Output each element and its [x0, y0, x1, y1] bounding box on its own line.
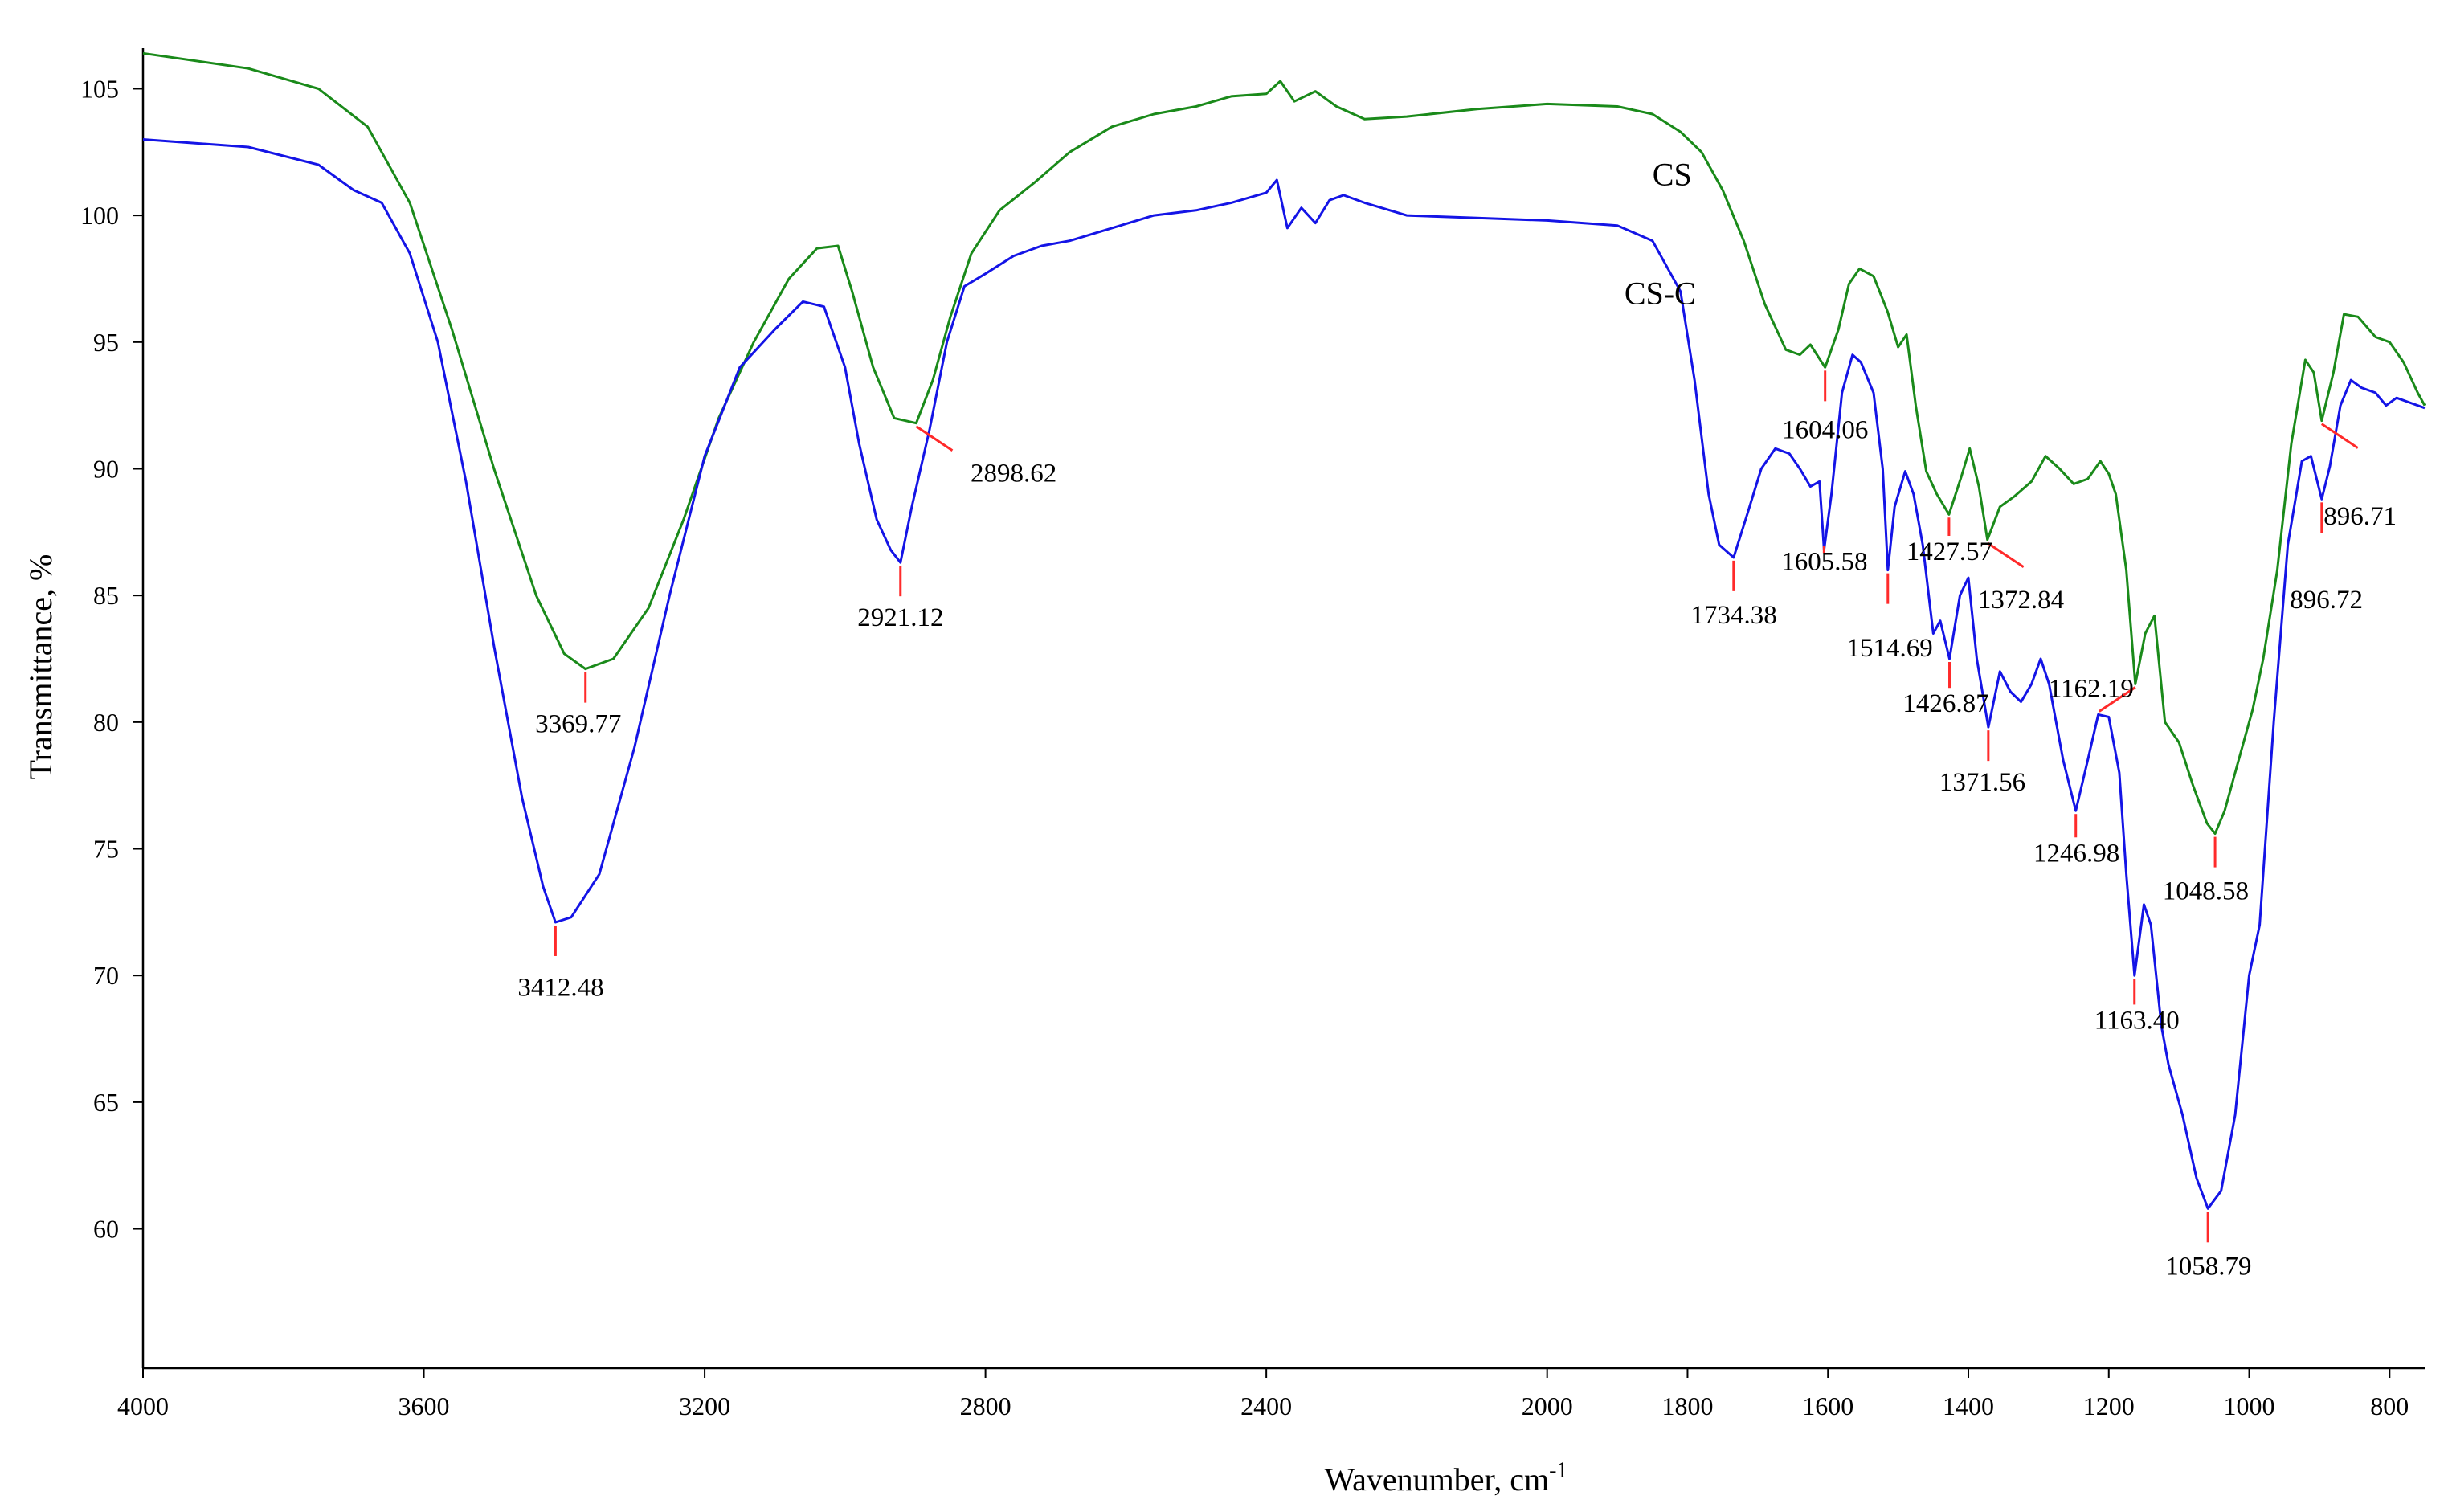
- x-axis-title: Wavenumber, cm-1: [1325, 1458, 1568, 1498]
- x-tick-label-800: 800: [2370, 1391, 2409, 1420]
- x-tick-label-1800: 1800: [1661, 1391, 1713, 1420]
- y-tick-label-65: 65: [93, 1088, 119, 1117]
- peak-label-cs-896-71: 896.71: [2323, 502, 2397, 531]
- series-label-cs-c: CS-C: [1625, 276, 1696, 312]
- peak-label-cs-c-896-72: 896.72: [2290, 586, 2363, 615]
- peak-label-cs-1372-84: 1372.84: [1978, 586, 2064, 615]
- series-label-cs: CS: [1653, 156, 1692, 192]
- x-tick-label-1200: 1200: [2083, 1391, 2135, 1420]
- peak-label-cs-1604-06: 1604.06: [1782, 416, 1868, 445]
- y-tick-label-90: 90: [93, 454, 119, 483]
- y-tick-label-95: 95: [93, 328, 119, 357]
- x-tick-label-1000: 1000: [2224, 1391, 2275, 1420]
- y-tick-label-85: 85: [93, 581, 119, 610]
- x-ticks: 4000 3600 3200 2800 2400 2000 1800 1600 1400 1200…: [117, 1368, 2409, 1420]
- peak-label-cs-c-2921-12: 2921.12: [857, 603, 943, 632]
- peak-label-cs-3369-77: 3369.77: [535, 709, 621, 738]
- series-line-cs-c: [142, 138, 2426, 1210]
- x-tick-label-3600: 3600: [398, 1391, 450, 1420]
- y-tick-label-105: 105: [80, 74, 119, 103]
- peak-label-cs-c-1734-38: 1734.38: [1691, 601, 1777, 630]
- series-lines: [142, 51, 2426, 1210]
- x-tick-label-2800: 2800: [960, 1391, 1011, 1420]
- peak-label-cs-c-1163-40: 1163.40: [2094, 1006, 2180, 1035]
- x-tick-label-1600: 1600: [1802, 1391, 1853, 1420]
- x-axis-title-superscript: -1: [1549, 1458, 1567, 1483]
- y-tick-label-75: 75: [93, 835, 119, 864]
- peak-labels: 3369.77 2898.62 1604.06 1427.57 1372.84 1162.…: [517, 416, 2397, 1281]
- peak-marker-cs-2898-62: [915, 425, 954, 452]
- peak-marker-cs-1372-84: [1986, 541, 2025, 569]
- axes: [141, 48, 2425, 1370]
- peak-label-cs-2898-62: 2898.62: [971, 459, 1056, 488]
- x-tick-label-3200: 3200: [679, 1391, 730, 1420]
- peak-label-cs-c-1514-69: 1514.69: [1847, 634, 1933, 663]
- peak-label-cs-1162-19: 1162.19: [2049, 674, 2134, 703]
- y-tick-label-100: 100: [80, 201, 119, 230]
- series-labels: CS CS-C: [1625, 156, 1696, 311]
- x-tick-label-2000: 2000: [1522, 1391, 1573, 1420]
- peak-marker-cs-896-71: [2320, 423, 2359, 449]
- peak-label-cs-1427-57: 1427.57: [1906, 537, 1992, 566]
- x-tick-label-4000: 4000: [117, 1391, 169, 1420]
- peak-label-cs-c-1426-87: 1426.87: [1902, 689, 1988, 718]
- y-ticks: 60 65 70 75 80 85 90 95 100 105: [80, 74, 143, 1244]
- series-line-cs: [142, 51, 2426, 836]
- y-tick-label-70: 70: [93, 961, 119, 990]
- x-axis-title-main: Wavenumber, cm: [1325, 1461, 1550, 1498]
- x-tick-label-1400: 1400: [1943, 1391, 1994, 1420]
- x-tick-label-2400: 2400: [1240, 1391, 1292, 1420]
- peak-marker-cs-1162-19: [2098, 686, 2136, 713]
- y-axis-title: Transmittance, %: [22, 554, 59, 780]
- y-tick-label-80: 80: [93, 708, 119, 737]
- peak-label-cs-c-1246-98: 1246.98: [2033, 839, 2119, 868]
- peak-label-cs-c-1605-58: 1605.58: [1781, 548, 1867, 577]
- peak-markers: [554, 370, 2359, 1243]
- peak-label-cs-c-3412-48: 3412.48: [517, 973, 603, 1002]
- peak-label-cs-c-1371-56: 1371.56: [1939, 768, 2025, 797]
- y-tick-label-60: 60: [93, 1215, 119, 1244]
- peak-label-cs-1048-58: 1048.58: [2163, 877, 2249, 906]
- peak-label-cs-c-1058-79: 1058.79: [2165, 1252, 2251, 1281]
